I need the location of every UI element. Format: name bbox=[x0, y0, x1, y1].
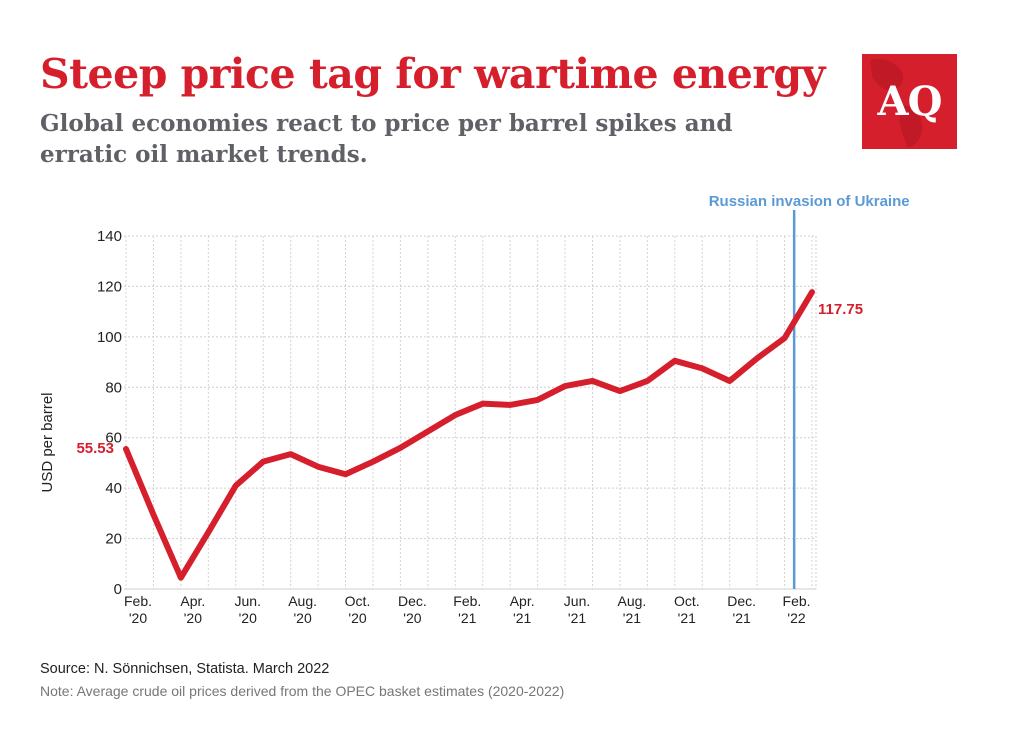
x-tick-month: Oct. bbox=[674, 593, 700, 609]
x-tick-month: Dec. bbox=[398, 593, 427, 609]
x-tick-month: Dec. bbox=[727, 593, 756, 609]
x-tick-year: '20 bbox=[184, 610, 202, 626]
y-axis-label: USD per barrel bbox=[39, 392, 56, 492]
x-tick-month: Feb. bbox=[124, 593, 152, 609]
x-axis-ticks: Feb.'20Apr.'20Jun.'20Aug.'20Oct.'20Dec.'… bbox=[124, 593, 811, 626]
x-tick-year: '20 bbox=[348, 610, 366, 626]
chart-title: Steep price tag for wartime energy bbox=[40, 50, 825, 98]
invasion-annotation-label: Russian invasion of Ukraine bbox=[709, 193, 910, 210]
y-tick-label: 140 bbox=[97, 228, 122, 245]
source-text: Source: N. Sönnichsen, Statista. March 2… bbox=[40, 661, 330, 677]
x-tick-year: '20 bbox=[403, 610, 421, 626]
data-labels: 55.53 117.75 bbox=[76, 301, 863, 457]
note-text: Note: Average crude oil prices derived f… bbox=[40, 683, 565, 699]
x-tick-month: Oct. bbox=[345, 593, 371, 609]
x-tick-month: Jun. bbox=[235, 593, 261, 609]
map-silhouette-icon bbox=[870, 58, 923, 148]
x-tick-year: '21 bbox=[568, 610, 586, 626]
data-label: 117.75 bbox=[818, 301, 863, 318]
y-tick-label: 60 bbox=[105, 430, 122, 447]
x-tick-month: Aug. bbox=[288, 593, 317, 609]
y-tick-label: 20 bbox=[105, 531, 122, 548]
x-tick-year: '21 bbox=[458, 610, 476, 626]
x-tick-month: Apr. bbox=[510, 593, 535, 609]
series-group bbox=[123, 289, 815, 581]
x-tick-year: '21 bbox=[623, 610, 641, 626]
x-tick-year: '21 bbox=[678, 610, 696, 626]
x-tick-year: '20 bbox=[239, 610, 257, 626]
x-tick-month: Feb. bbox=[453, 593, 481, 609]
x-tick-month: Feb. bbox=[783, 593, 811, 609]
x-tick-year: '20 bbox=[294, 610, 312, 626]
grid-lines bbox=[124, 235, 817, 590]
x-tick-year: '21 bbox=[733, 610, 751, 626]
logo-text: AQ bbox=[877, 78, 943, 125]
oil-price-line bbox=[123, 289, 815, 581]
x-tick-month: Apr. bbox=[180, 593, 205, 609]
x-tick-year: '22 bbox=[787, 610, 805, 626]
aq-logo: AQ bbox=[862, 54, 957, 149]
y-tick-label: 40 bbox=[105, 480, 122, 497]
chart-subtitle: Global economies react to price per barr… bbox=[40, 110, 733, 168]
x-tick-year: '20 bbox=[129, 610, 147, 626]
y-tick-label: 120 bbox=[97, 278, 122, 295]
annotation: Russian invasion of Ukraine bbox=[709, 193, 910, 589]
y-tick-label: 100 bbox=[97, 329, 122, 346]
y-axis-ticks: 0 20 40 60 80 100 120 140 bbox=[97, 228, 122, 598]
y-tick-label: 0 bbox=[114, 581, 122, 598]
data-label: 55.53 bbox=[76, 440, 114, 457]
x-tick-year: '21 bbox=[513, 610, 531, 626]
x-tick-month: Jun. bbox=[564, 593, 590, 609]
y-tick-label: 80 bbox=[105, 379, 122, 396]
x-tick-month: Aug. bbox=[618, 593, 647, 609]
